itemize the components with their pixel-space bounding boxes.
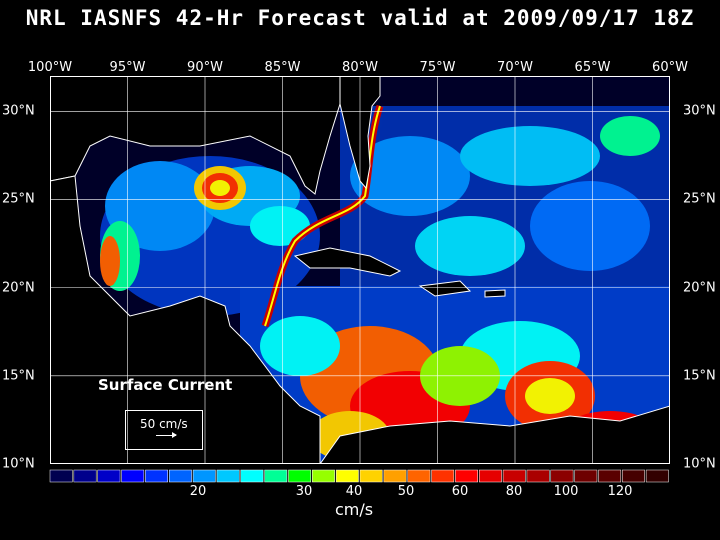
colorbar-swatch <box>502 469 526 483</box>
colorbar-swatch <box>216 469 240 483</box>
colorbar <box>49 469 669 483</box>
colorbar-swatch <box>359 469 383 483</box>
colorbar-swatch <box>97 469 121 483</box>
colorbar-swatch <box>383 469 407 483</box>
colorbar-swatch <box>574 469 598 483</box>
reference-arrow-icon <box>156 432 177 438</box>
colorbar-swatch <box>550 469 574 483</box>
colorbar-swatch <box>645 469 669 483</box>
colorbar-swatch <box>264 469 288 483</box>
lat-label-right: 25°N <box>683 191 716 207</box>
lat-label-left: 30°N <box>2 103 35 119</box>
surface-current-label: Surface Current <box>98 376 233 394</box>
lon-label: 100°W <box>27 60 73 75</box>
lat-label-right: 10°N <box>683 456 716 472</box>
reference-vector-box: 50 cm/s <box>125 410 203 450</box>
colorbar-tick-label: 20 <box>189 484 207 499</box>
colorbar-swatch <box>192 469 216 483</box>
lat-label-left: 25°N <box>2 191 35 207</box>
current-map <box>50 76 670 464</box>
lat-label-right: 15°N <box>683 368 716 384</box>
colorbar-swatch <box>622 469 645 483</box>
lat-label-left: 10°N <box>2 456 35 472</box>
colorbar-tick-label: 60 <box>451 484 469 499</box>
lon-label: 80°W <box>342 60 378 75</box>
lat-label-right: 30°N <box>683 103 716 119</box>
colorbar-swatch <box>49 469 73 483</box>
colorbar-swatch <box>431 469 455 483</box>
colorbar-swatch <box>312 469 335 483</box>
colorbar-swatch <box>145 469 168 483</box>
lon-label: 95°W <box>109 60 146 75</box>
colorbar-tick-label: 120 <box>607 484 633 499</box>
lon-label: 90°W <box>187 60 223 75</box>
colorbar-swatch <box>598 469 622 483</box>
colorbar-swatch <box>478 469 502 483</box>
colorbar-swatch <box>73 469 97 483</box>
lat-label-left: 15°N <box>2 368 35 384</box>
land <box>50 76 670 464</box>
graticule <box>50 76 670 464</box>
lat-label-right: 20°N <box>683 280 716 296</box>
page-title: NRL IASNFS 42-Hr Forecast valid at 2009/… <box>25 6 695 30</box>
lon-label: 85°W <box>264 60 301 75</box>
colorbar-swatch <box>526 469 550 483</box>
colorbar-swatch <box>288 469 312 483</box>
colorbar-tick-label: 80 <box>505 484 523 499</box>
colorbar-tick-label: 40 <box>345 484 363 499</box>
colorbar-tick-label: 50 <box>397 484 415 499</box>
colorbar-tick-label: 30 <box>295 484 313 499</box>
lon-label: 60°W <box>652 60 688 75</box>
reference-vector-label: 50 cm/s <box>140 417 188 431</box>
map-frame <box>50 76 670 464</box>
colorbar-tick-label: 100 <box>553 484 579 499</box>
colorbar-units: cm/s <box>334 500 374 519</box>
colorbar-swatch <box>168 469 192 483</box>
lon-label: 75°W <box>419 60 456 75</box>
lon-label: 65°W <box>574 60 611 75</box>
colorbar-swatch <box>407 469 431 483</box>
colorbar-swatch <box>121 469 145 483</box>
colorbar-swatch <box>240 469 264 483</box>
colorbar-swatch <box>335 469 359 483</box>
colorbar-swatch <box>455 469 478 483</box>
lat-label-left: 20°N <box>2 280 35 296</box>
lon-label: 70°W <box>497 60 533 75</box>
